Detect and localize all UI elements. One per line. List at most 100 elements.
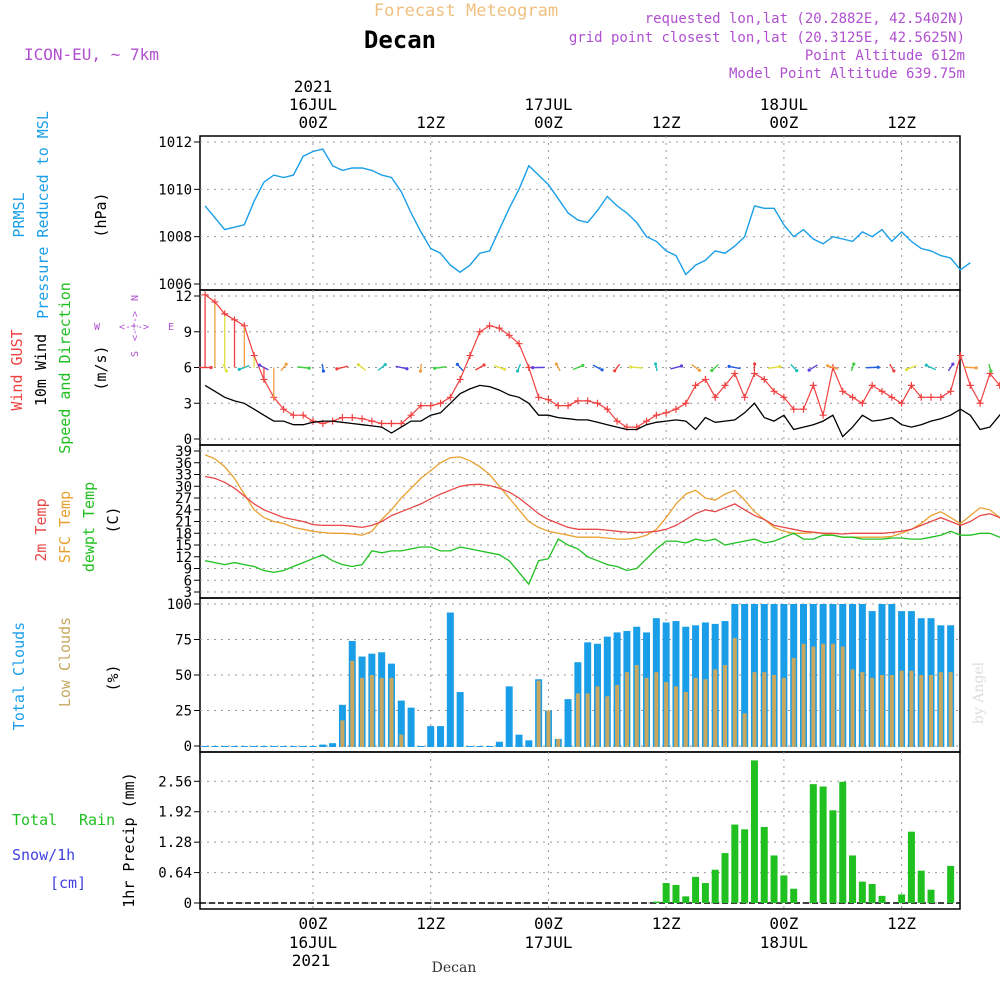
cloud-panel: 0 25 50 75 100 [167,597,961,755]
gust-marker [387,420,395,428]
precip-frame [199,751,961,910]
gust-marker [927,393,935,401]
gust-marker [741,393,749,401]
gust-marker [711,393,719,401]
precip-bar [652,901,660,903]
total-cloud-bar [299,746,307,747]
low-cloud-bar [723,665,728,747]
low-cloud-bar [899,670,904,747]
pressure-panel: 1006 1008 1010 1012 [158,135,971,293]
wind-direction-arrow [297,366,310,369]
low-cloud-bar [781,677,786,747]
wind-arrow-head [876,365,880,369]
temp-ytick-label: 24 [175,503,192,519]
gust-marker [289,411,297,419]
temp-ytick-label: 21 [175,515,192,531]
wind-direction-arrow [728,365,741,370]
requested-coords: requested lon,lat (20.2882E, 42.5402N) [645,11,965,27]
precip-bar [682,896,690,903]
top-date-label: 18JUL [760,95,808,114]
compass-arrows-v: <-!-> [130,311,141,341]
wind-direction-arrow [475,364,485,371]
year-bottom: 2021 [292,951,331,970]
wind-direction-arrow [964,366,977,369]
low-cloud-bar [811,646,816,747]
low-cloud-bar [732,638,737,747]
gust-marker [947,387,955,395]
wind-ytick-label: 12 [175,289,192,305]
wind-direction-arrow [572,364,584,371]
wind-arrow-head [924,363,928,367]
cloud-ytick-label: 100 [167,597,192,613]
wind-line [204,384,1000,438]
bottom-date-label: 18JUL [760,933,808,952]
cloud-ytick-label: 50 [175,668,192,684]
total-cloud-bar [397,700,405,747]
total-cloud-bar [250,746,258,747]
pressure-line [204,148,971,276]
low-cloud-bar [605,696,610,747]
gust-marker [868,381,876,389]
top-tick-label: 12Z [887,113,916,132]
temp-ytick-label: 30 [175,479,192,495]
wind-direction-arrow [395,365,408,370]
gust-marker [966,381,974,389]
total-cloud-bar [417,746,425,747]
gust-marker [613,417,621,425]
low-cloud-bar [742,713,747,747]
wind-arrow-head [795,369,799,373]
bottom-tick-label: 12Z [416,914,445,933]
label-cm: [cm] [50,874,86,892]
total-cloud-bar [466,746,474,747]
cloud-ytick-label: 25 [175,704,192,720]
precip-bar [927,889,935,903]
gust-marker [515,340,523,348]
gust-marker [309,417,317,425]
total-cloud-bar [741,604,749,747]
low-cloud-bar [634,665,639,747]
gust-marker [348,414,356,422]
gust-marker [495,324,503,332]
wind-arrow-head [502,367,507,371]
wind-arrow-head [753,362,757,366]
low-cloud-bar [556,738,561,747]
wind-arrow-head [209,365,213,370]
top-date-label: 17JUL [524,95,572,114]
low-cloud-bar [399,734,404,747]
label-wind-gust: Wind GUST [8,329,26,410]
low-cloud-bar [536,680,541,747]
label-precip-mm: 1hr Precip (mm) [120,772,138,907]
precip-bar [711,869,719,903]
wind-arrow-head [307,366,311,370]
wind-arrow-head [284,362,288,366]
top-tick-label: 00Z [534,113,563,132]
temp-ytick-label: 36 [175,456,192,472]
low-cloud-bar [850,669,855,747]
total-cloud-bar [603,636,611,747]
total-cloud-bar [221,746,229,747]
low-cloud-bar [821,643,826,747]
wind-arrow-head [904,368,909,372]
wind-direction-arrow [434,366,447,369]
wind-direction-arrow [670,365,682,370]
gust-marker [643,417,651,425]
precip-bar [809,784,817,903]
precip-bar [770,855,778,903]
wind-arrow-head [613,369,617,373]
low-cloud-bar [830,643,835,747]
total-cloud-bar [446,612,454,747]
low-cloud-bar [860,672,865,747]
precip-bar [750,760,758,903]
label-celsius: (C) [104,506,122,533]
total-cloud-bar [515,734,523,747]
low-cloud-bar [713,669,718,747]
wind-compass: N W E S <-!-> <-!-> [94,295,174,357]
wind-arrow-head [581,363,585,368]
gust-marker [554,402,562,410]
precip-bar [741,829,749,903]
precip-bar [819,786,827,903]
precip-bar [760,826,768,903]
